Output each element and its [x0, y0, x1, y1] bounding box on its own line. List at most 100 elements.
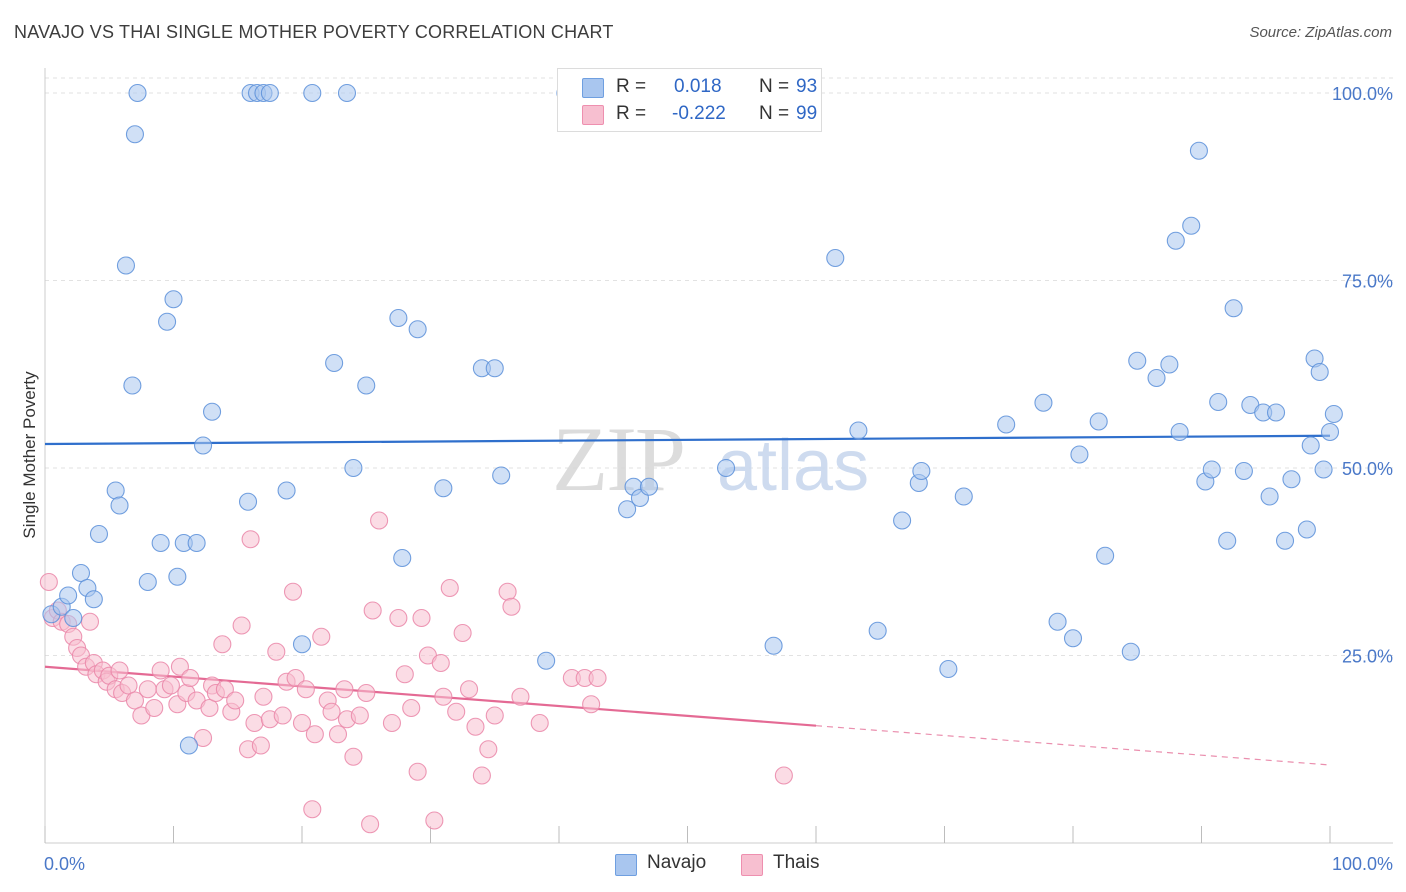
thais-point	[292, 713, 312, 733]
navajo-point	[389, 308, 408, 328]
r-label: R =	[616, 103, 647, 124]
thais-point	[447, 702, 466, 721]
thais-trend-extension	[815, 725, 1331, 766]
thais-point	[582, 695, 601, 714]
thais-point	[382, 713, 402, 733]
r-value: -0.222	[672, 103, 726, 124]
navajo-point	[138, 572, 157, 592]
thais-point	[232, 616, 251, 635]
thais-point	[125, 691, 144, 710]
thais-point	[408, 762, 427, 781]
navajo-point	[1147, 368, 1166, 388]
navajo-point	[537, 651, 556, 670]
thais-point	[425, 811, 444, 830]
navajo-point	[303, 83, 322, 103]
navajo-point	[826, 248, 845, 268]
thais-point	[194, 728, 213, 748]
navajo-point	[1202, 460, 1221, 479]
thais-point	[305, 725, 324, 744]
navajo-point	[1170, 422, 1189, 442]
navajo-point	[849, 421, 868, 440]
thais-swatch	[582, 105, 604, 125]
navajo-point	[89, 524, 109, 544]
thais-point	[170, 657, 189, 676]
navajo-point	[325, 353, 344, 373]
thais-point	[511, 687, 530, 706]
thais-point	[241, 530, 260, 549]
navajo-point	[292, 635, 312, 654]
thais-point	[350, 706, 369, 725]
navajo-point	[84, 590, 103, 609]
thais-point	[286, 668, 305, 688]
navajo-point	[1224, 299, 1243, 318]
legend-label: Thais	[773, 852, 820, 873]
thais-trend-line	[44, 665, 817, 727]
thais-point	[303, 800, 322, 819]
n-value: 93	[796, 76, 818, 97]
thais-point	[431, 653, 450, 673]
navajo-point	[238, 492, 258, 511]
thais-point	[226, 691, 245, 710]
navajo-trend-line	[44, 434, 1331, 446]
axes	[44, 68, 1393, 844]
navajo-point	[1034, 393, 1053, 412]
thais-point	[395, 665, 414, 684]
thais-point	[370, 511, 389, 530]
navajo-point	[492, 466, 511, 485]
thais-point	[213, 635, 232, 654]
navajo-point	[893, 511, 912, 530]
navajo-point	[179, 736, 198, 755]
n-value: 99	[796, 103, 818, 124]
navajo-point	[1234, 461, 1253, 481]
thais-point	[502, 597, 521, 616]
navajo-point	[64, 608, 83, 628]
navajo-point	[1070, 445, 1089, 464]
x-tick-label: 100.0%	[1332, 854, 1393, 874]
thais-point	[459, 680, 479, 699]
thais-point	[402, 698, 421, 718]
y-tick-label: 50.0%	[1342, 459, 1393, 479]
thais-point	[145, 698, 164, 718]
thais-point	[328, 725, 348, 744]
legend-label: Navajo	[647, 852, 707, 873]
thais-point	[412, 608, 431, 628]
navajo-point	[1209, 392, 1228, 412]
thais-point	[273, 706, 292, 725]
trend-lines	[44, 434, 1331, 766]
y-tick-label: 75.0%	[1342, 272, 1393, 292]
navajo-point	[1314, 460, 1333, 479]
navajo-point	[485, 359, 504, 378]
navajo-point	[408, 320, 427, 339]
thais-point	[434, 687, 453, 706]
r-value: 0.018	[674, 76, 722, 97]
source-credit: Source: ZipAtlas.com	[1249, 24, 1392, 41]
thais-point	[245, 713, 264, 733]
navajo-point	[618, 500, 637, 519]
x-tick-label: 0.0%	[44, 854, 85, 874]
navajo-point	[71, 563, 91, 583]
n-label: N =	[759, 76, 790, 97]
navajo-point	[1282, 470, 1301, 489]
navajo-point	[110, 496, 129, 515]
navajo-point	[764, 636, 783, 655]
navajo-point	[997, 415, 1016, 434]
thais-point	[151, 661, 170, 680]
navajo-point	[1166, 231, 1185, 250]
thais-point	[215, 680, 234, 699]
thais-point	[312, 627, 331, 646]
navajo-point	[1218, 531, 1237, 550]
navajo-point	[1324, 404, 1343, 424]
thais-point	[472, 766, 491, 785]
y-tick-label: 25.0%	[1342, 647, 1393, 667]
y-axis-label: Single Mother Poverty	[20, 371, 39, 539]
thais-point	[440, 578, 459, 598]
navajo-point	[1182, 216, 1201, 235]
navajo-point	[158, 312, 177, 331]
navajo-point	[1189, 141, 1208, 160]
navajo-point	[1297, 520, 1316, 539]
navajo-point	[912, 461, 931, 481]
navajo-point	[434, 479, 453, 498]
thais-swatch	[741, 854, 763, 876]
navajo-point	[344, 458, 363, 478]
thais-point	[498, 582, 517, 601]
